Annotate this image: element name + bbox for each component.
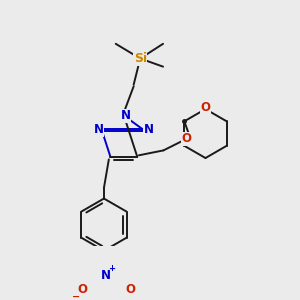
Text: −: − xyxy=(72,291,80,300)
Text: O: O xyxy=(125,284,135,296)
Text: O: O xyxy=(78,284,88,296)
Text: O: O xyxy=(181,133,191,146)
Text: O: O xyxy=(200,101,211,114)
Text: N: N xyxy=(121,109,130,122)
Text: Si: Si xyxy=(134,52,147,65)
Text: N: N xyxy=(144,123,154,136)
Text: +: + xyxy=(109,264,116,273)
Text: N: N xyxy=(94,123,104,136)
Text: N: N xyxy=(100,269,111,282)
